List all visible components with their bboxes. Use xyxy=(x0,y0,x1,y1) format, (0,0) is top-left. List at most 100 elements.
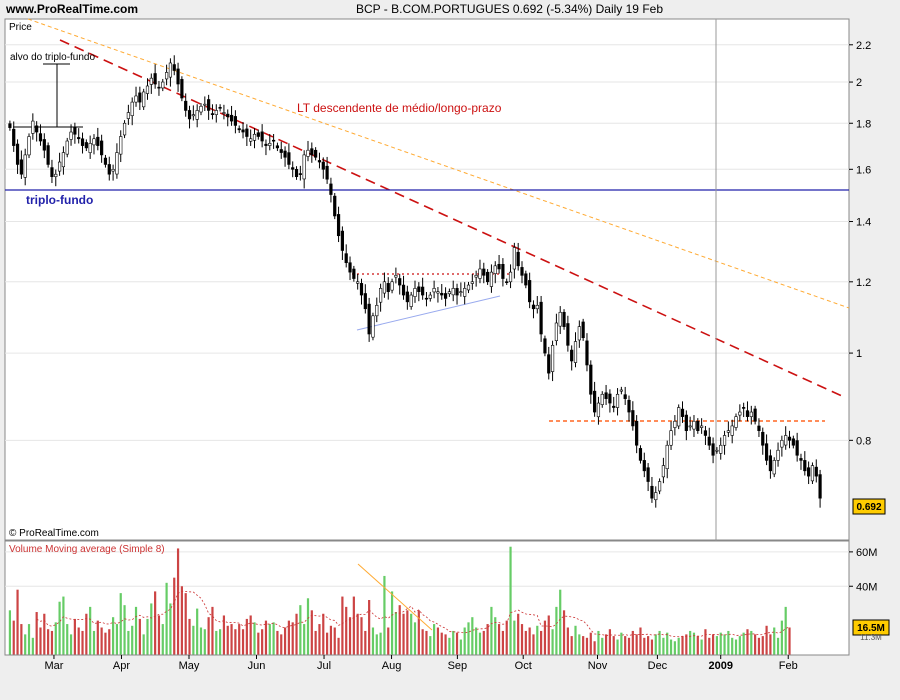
volume-bar xyxy=(379,632,382,655)
candle-body xyxy=(287,152,291,165)
candle-body xyxy=(279,149,283,153)
volume-bar xyxy=(283,627,287,655)
candle-body xyxy=(550,345,555,372)
candle-body xyxy=(283,150,287,158)
candle-body xyxy=(237,128,241,131)
candle-body xyxy=(470,281,474,284)
candle-body xyxy=(711,443,715,456)
volume-tick-label: 40M xyxy=(856,581,877,593)
candle-body xyxy=(336,214,341,237)
candle-body xyxy=(153,73,157,85)
volume-bar xyxy=(685,634,688,655)
volume-bar xyxy=(104,632,107,655)
candle-body xyxy=(272,139,276,142)
candle-body xyxy=(547,354,551,374)
volume-bar xyxy=(280,634,283,655)
candle-body xyxy=(314,149,318,158)
candle-body xyxy=(455,288,459,296)
candle-body xyxy=(409,294,413,307)
volume-bar xyxy=(513,620,516,655)
volume-bar xyxy=(624,636,627,655)
volume-bar xyxy=(425,630,428,655)
volume-bar xyxy=(417,610,420,655)
volume-bar xyxy=(85,613,88,655)
volume-bar xyxy=(715,636,719,655)
candle-body xyxy=(84,142,88,149)
candle-body xyxy=(386,283,390,292)
candle-body xyxy=(612,405,616,408)
candles xyxy=(8,55,822,508)
volume-trend-line xyxy=(357,563,433,631)
volume-bar xyxy=(482,630,485,655)
volume-bar xyxy=(612,636,615,655)
candle-body xyxy=(799,458,803,461)
candle-body xyxy=(581,321,585,339)
site-name[interactable]: www.ProRealTime.com xyxy=(6,2,139,16)
candle-body xyxy=(325,165,329,180)
downtrend-annotation: LT descendente de médio/longo-prazo xyxy=(297,101,502,115)
candle-body xyxy=(256,132,260,137)
candle-body xyxy=(80,138,85,146)
volume-bar xyxy=(532,634,535,655)
candle-body xyxy=(100,140,104,156)
candle-body xyxy=(294,169,299,178)
volume-bar xyxy=(754,634,757,655)
price-label: Price xyxy=(9,22,32,33)
candle-body xyxy=(814,466,818,477)
candle-body xyxy=(638,448,643,461)
candle-body xyxy=(715,449,719,452)
candle-body xyxy=(27,136,31,156)
candle-body xyxy=(8,123,12,128)
candle-body xyxy=(700,425,704,428)
volume-bar xyxy=(173,577,176,655)
volume-bar xyxy=(226,625,229,655)
volume-bar xyxy=(375,634,378,655)
candle-body xyxy=(459,291,463,293)
volume-bar xyxy=(368,600,371,655)
candle-body xyxy=(776,449,780,461)
candle-body xyxy=(142,91,146,108)
candle-body xyxy=(520,267,524,276)
volume-bar xyxy=(673,641,676,655)
candle-body xyxy=(352,268,356,279)
volume-bar xyxy=(639,627,642,655)
volume-bar xyxy=(643,637,646,655)
candle-body xyxy=(451,288,455,296)
volume-bar xyxy=(322,613,325,655)
candle-body xyxy=(401,284,406,296)
volume-bar xyxy=(788,627,791,655)
candle-body xyxy=(558,311,562,327)
volume-bar xyxy=(455,632,459,655)
candle-body xyxy=(31,120,35,134)
volume-bar xyxy=(677,637,680,655)
volume-bar xyxy=(692,632,696,655)
candle-body xyxy=(115,152,119,175)
volume-bar xyxy=(631,630,634,655)
volume-bar xyxy=(444,634,447,655)
volume-bar xyxy=(486,624,489,655)
volume-bar xyxy=(662,637,665,655)
volume-bar xyxy=(413,622,417,655)
candle-body xyxy=(650,485,654,499)
candle-body xyxy=(35,125,39,133)
volume-bar xyxy=(547,615,550,655)
volume-bar xyxy=(784,606,787,655)
volume-bar xyxy=(253,622,256,655)
volume-bar xyxy=(66,624,69,655)
candle-body xyxy=(810,465,815,482)
price-tick-label: 0.8 xyxy=(856,435,871,447)
candle-body xyxy=(508,271,513,283)
volume-bar xyxy=(463,627,466,655)
volume-bar xyxy=(299,605,302,655)
volume-bar xyxy=(20,624,23,655)
candle-body xyxy=(440,292,444,296)
volume-bar xyxy=(291,622,294,655)
volume-bar xyxy=(245,618,248,655)
volume-bar xyxy=(96,620,99,655)
candle-body xyxy=(722,435,727,446)
candle-body xyxy=(585,340,589,366)
volume-label: Volume Moving average (Simple 8) xyxy=(9,544,165,555)
candle-body xyxy=(424,297,429,300)
volume-bar xyxy=(402,613,405,655)
long-term-trend-line xyxy=(27,18,850,309)
